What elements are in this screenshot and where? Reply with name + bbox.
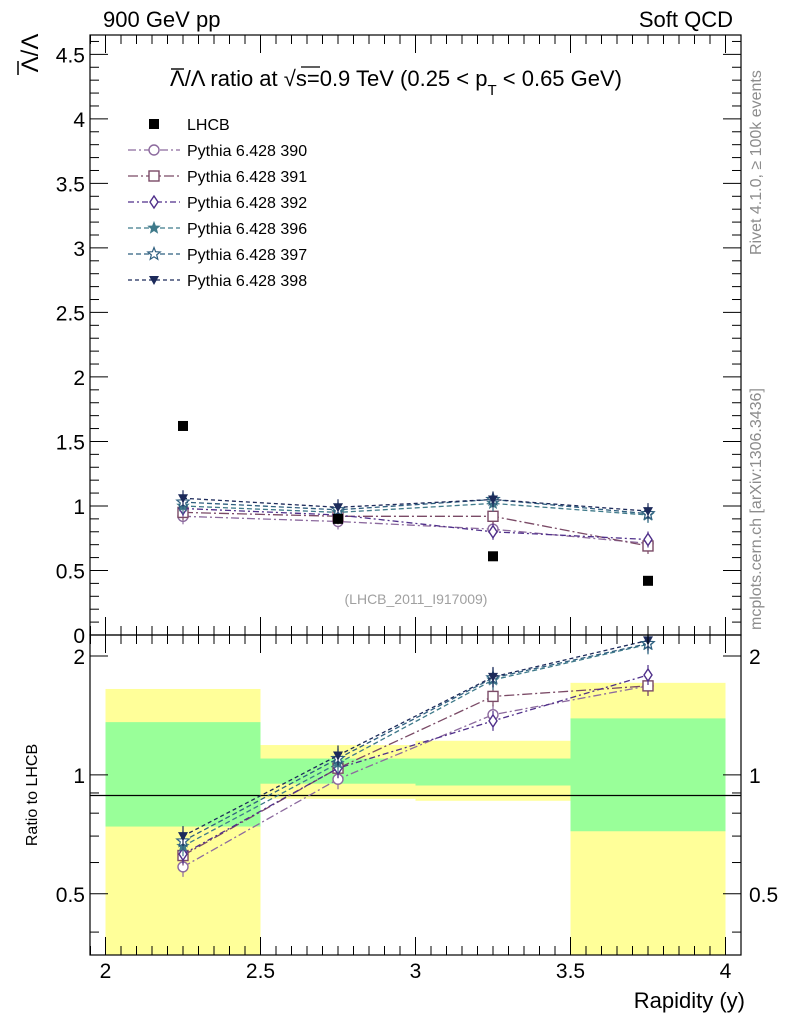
data-point: [643, 532, 653, 547]
y-tick-label: 3.5: [56, 173, 85, 196]
data-point: [333, 503, 343, 513]
legend-label: Pythia 6.428 392: [187, 195, 307, 212]
ratio-band-inner: [105, 722, 261, 827]
analysis-label: (LHCB_2011_I917009): [345, 591, 488, 607]
legend-entry: Pythia 6.428 396: [128, 220, 307, 238]
ratio-series-6: [178, 635, 653, 847]
legend-marker: [147, 220, 161, 234]
y-tick-label: 0.5: [56, 560, 85, 583]
ratio-tick-label-left: 0.5: [56, 884, 85, 907]
ratio-band-inner: [570, 718, 726, 832]
legend-label: Pythia 6.428 396: [187, 221, 307, 238]
ratio-point: [487, 690, 499, 703]
legend-label: Pythia 6.428 398: [187, 273, 307, 290]
ratio-point: [643, 667, 653, 683]
mcplots-label: mcplots.cern.ch [arXiv:1306.3436]: [748, 388, 765, 630]
ratio-band-inner: [415, 758, 571, 786]
header-left-label: 900 GeV pp: [103, 7, 220, 32]
data-point: [488, 524, 498, 540]
series-data: [178, 420, 653, 586]
x-tick-label: 4: [720, 960, 732, 983]
ratio-line: [182, 639, 649, 837]
y-tick-label: 2.5: [56, 302, 85, 325]
series-6: [178, 490, 653, 520]
x-tick-label: 2: [100, 960, 112, 983]
y-tick-label: 1.5: [56, 431, 85, 454]
y-tick-label: 3: [73, 238, 85, 261]
y-tick-label: 4: [73, 109, 85, 132]
legend-entry: Pythia 6.428 392: [128, 194, 307, 212]
ratio-point: [178, 832, 188, 842]
chart-title: Λ/Λ ratio at √s=0.9 TeV (0.25 < pT < 0.6…: [170, 66, 622, 99]
legend-label: LHCB: [187, 117, 230, 134]
y-tick-label: 2: [73, 367, 85, 390]
legend-entry-data: LHCB: [149, 117, 230, 134]
x-tick-label: 3: [410, 960, 422, 983]
legend-label: Pythia 6.428 397: [187, 247, 307, 264]
data-point: [333, 513, 343, 524]
ratio-series-3: [178, 665, 653, 865]
svg-text:Λ/Λ: Λ/Λ: [17, 34, 44, 73]
legend: LHCB Pythia 6.428 390 Pythia 6.428 391 Pyth…: [128, 117, 307, 290]
data-point: [643, 575, 653, 586]
legend-marker: [149, 276, 159, 285]
series-line: [182, 511, 649, 547]
data-point: [178, 494, 188, 504]
ratio-tick-label-right: 2: [749, 646, 761, 669]
y-tick-label: 0: [73, 625, 85, 648]
x-tick-label: 3.5: [556, 960, 585, 983]
ratio-tick-label-right: 0.5: [749, 884, 778, 907]
ratio-tick-label-right: 1: [749, 765, 761, 788]
main-y-axis-label: Λ/Λ: [17, 34, 44, 75]
data-point: [643, 507, 653, 517]
ratio-tick-label-left: 2: [73, 646, 85, 669]
legend-marker: [146, 245, 162, 261]
ratio-line: [182, 674, 649, 855]
legend-marker: [148, 170, 160, 182]
data-point: [488, 551, 498, 562]
legend-label: Pythia 6.428 390: [187, 143, 307, 160]
legend-entry: Pythia 6.428 391: [128, 169, 307, 186]
header-right-label: Soft QCD: [639, 7, 733, 32]
series-line: [182, 498, 649, 515]
ratio-point: [488, 672, 498, 682]
ratio-y-axis-label: Ratio to LHCB: [24, 744, 41, 846]
series-line: [182, 497, 649, 512]
legend-marker: [148, 144, 160, 156]
legend-label: Pythia 6.428 391: [187, 169, 307, 186]
data-point: [178, 420, 188, 431]
legend-marker: [149, 194, 159, 210]
data-point: [487, 510, 499, 522]
series-1: [177, 508, 654, 552]
legend-entry: Pythia 6.428 398: [128, 273, 307, 290]
x-axis-label: Rapidity (y): [634, 988, 745, 1013]
legend-marker: [149, 119, 159, 129]
ratio-point: [488, 713, 498, 729]
series-line: [182, 502, 649, 516]
ratio-tick-label-left: 1: [73, 765, 85, 788]
x-tick-label: 2.5: [246, 960, 275, 983]
ratio-line: [182, 685, 649, 868]
series-line: [182, 515, 649, 545]
y-tick-label: 1: [73, 496, 85, 519]
ratio-point: [333, 751, 343, 761]
legend-entry: Pythia 6.428 397: [128, 245, 307, 264]
y-tick-label: 4.5: [56, 44, 85, 67]
data-point: [488, 495, 498, 505]
legend-entry: Pythia 6.428 390: [128, 143, 307, 160]
svg-text:Λ/Λ ratio at √s=0.9 TeV (0.25: Λ/Λ ratio at √s=0.9 TeV (0.25 < pT < 0.6…: [170, 66, 622, 99]
rivet-version-label: Rivet 4.1.0, ≥ 100k events: [748, 70, 765, 255]
series-line: [182, 507, 649, 541]
